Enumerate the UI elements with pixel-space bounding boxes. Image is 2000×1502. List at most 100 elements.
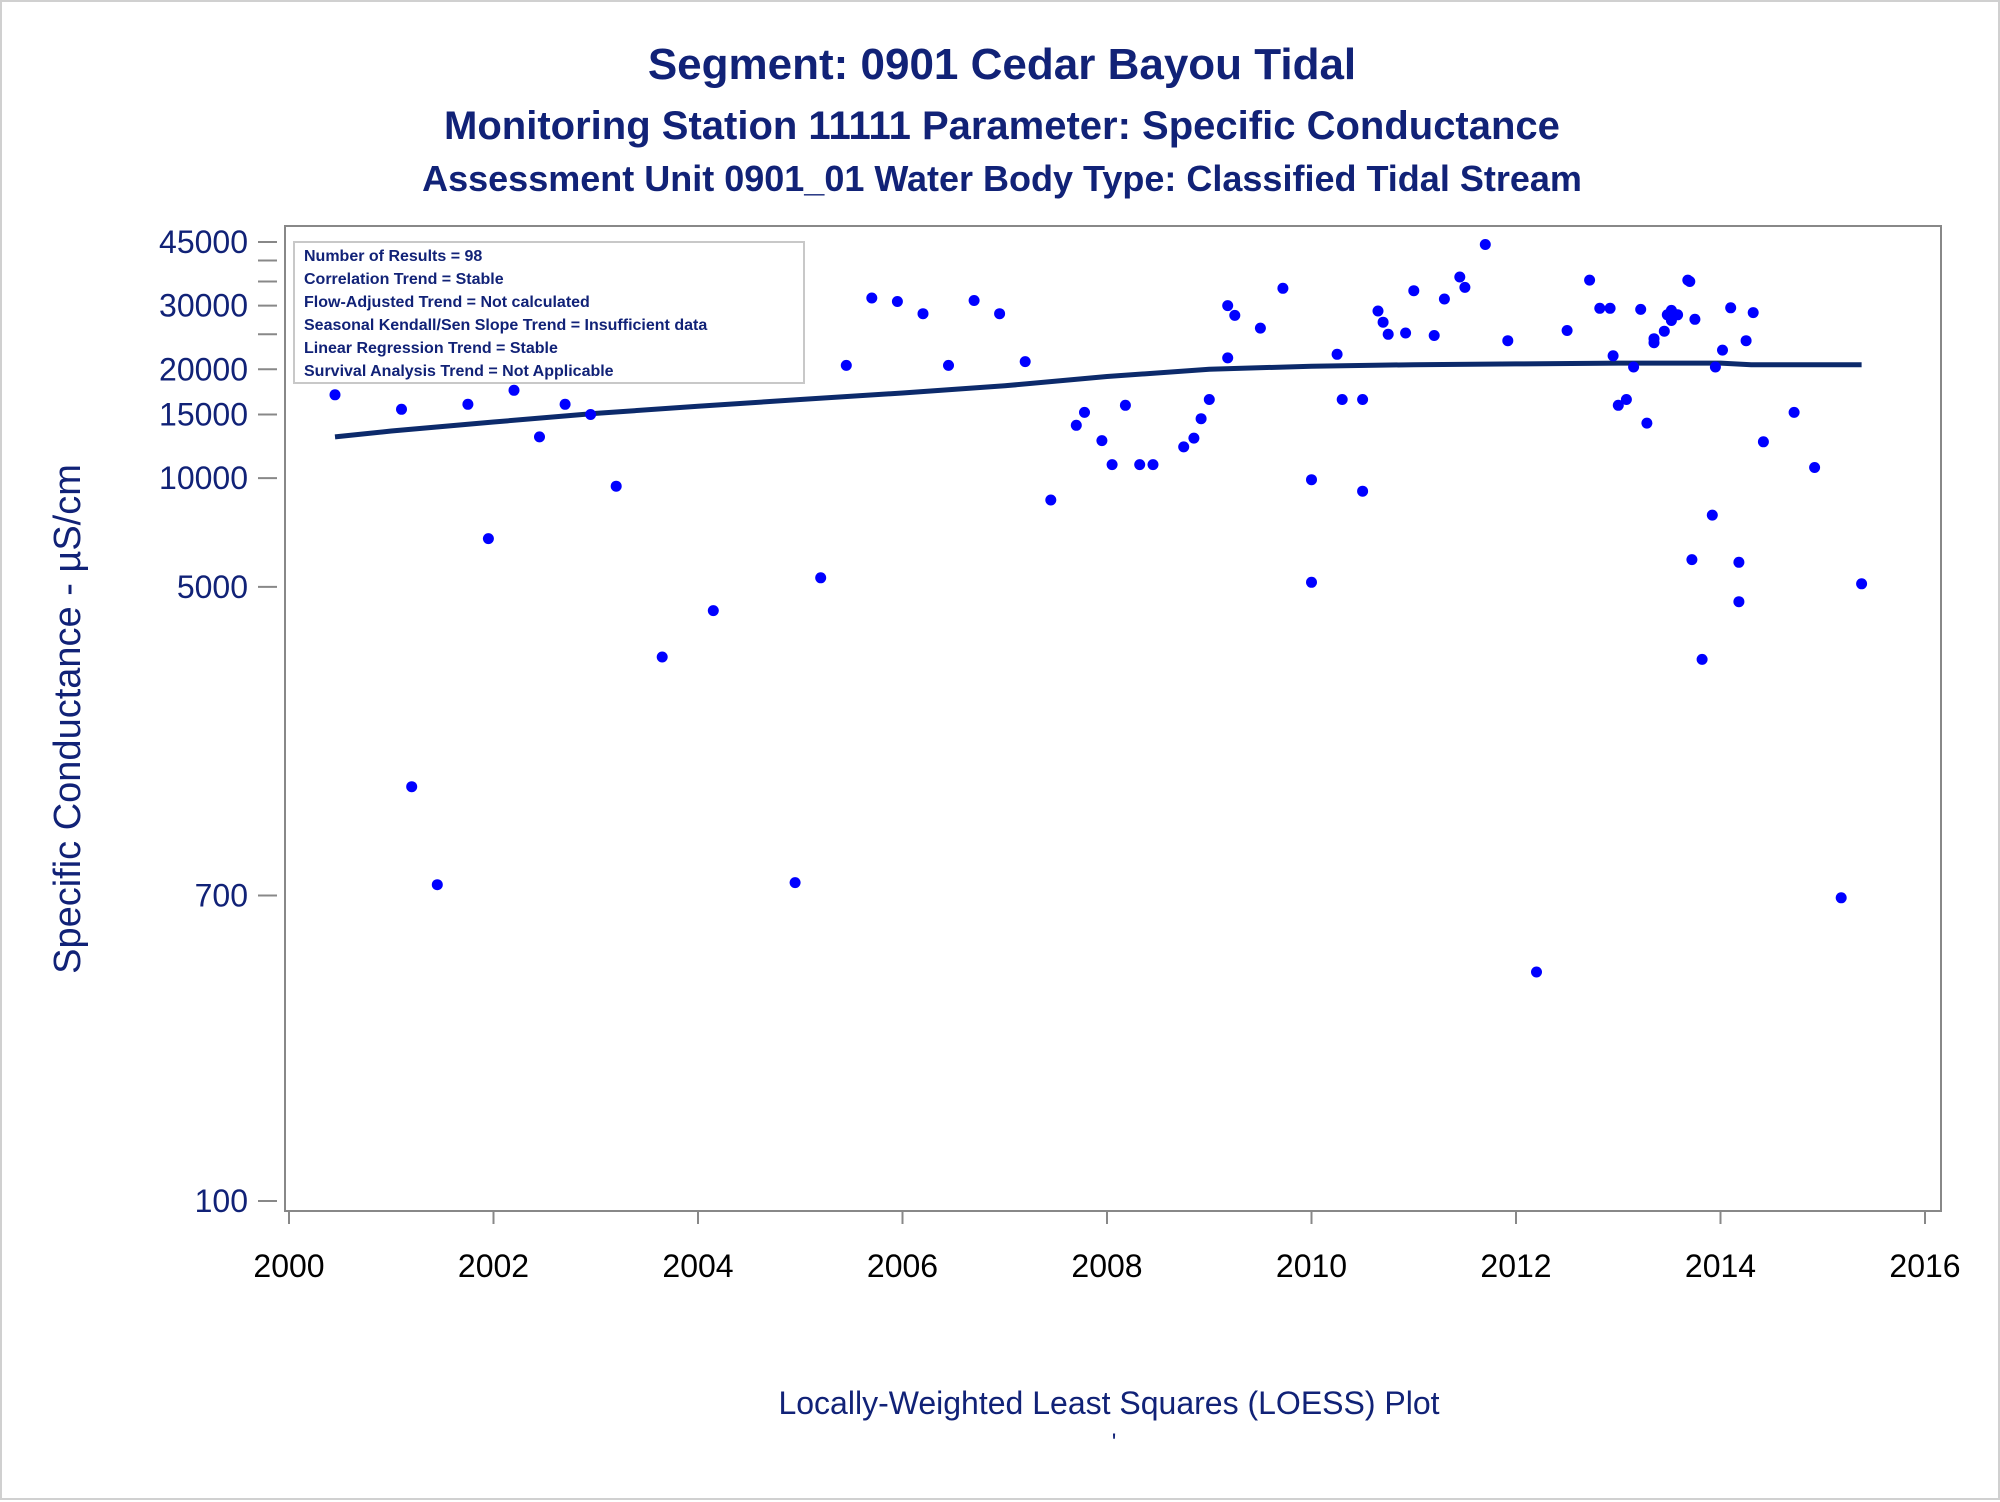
- data-point: [1357, 485, 1369, 497]
- data-point: [968, 295, 980, 306]
- data-point: [1604, 302, 1616, 314]
- data-point: [1195, 413, 1207, 425]
- x-axis: 2000 2002 2004 2006 2008 2010 2012 2014 2016: [253, 1211, 1961, 1284]
- data-point: [891, 296, 903, 307]
- x-tick-label: 2006: [867, 1248, 938, 1284]
- data-point: [1584, 274, 1596, 286]
- data-point: [1607, 350, 1619, 362]
- data-point: [1635, 303, 1647, 315]
- data-point: [534, 431, 545, 443]
- data-point: [1740, 335, 1752, 347]
- data-point: [1428, 330, 1440, 341]
- x-tick-label: 2008: [1071, 1248, 1142, 1284]
- loess-trend-line: [334, 360, 1862, 440]
- data-point: [585, 409, 597, 420]
- data-point: [431, 879, 443, 891]
- data-point: [508, 384, 520, 396]
- data-point: [1733, 596, 1745, 608]
- data-point: [943, 359, 954, 371]
- data-point: [656, 651, 668, 663]
- y-tick-label: 30000: [159, 288, 248, 324]
- data-point: [1400, 327, 1412, 339]
- data-point: [1438, 293, 1450, 305]
- data-point: [1561, 325, 1573, 336]
- data-point: [559, 398, 571, 410]
- data-point: [815, 572, 827, 584]
- x-tick-label: 2016: [1889, 1248, 1960, 1284]
- data-point: [1106, 459, 1118, 471]
- data-point: [1531, 966, 1542, 978]
- data-point: [462, 398, 474, 410]
- data-point: [1747, 307, 1759, 319]
- data-point: [1147, 459, 1159, 471]
- data-point: [994, 308, 1006, 320]
- chart-title: Segment: 0901 Cedar Bayou Tidal: [648, 40, 1356, 89]
- data-point: [1689, 313, 1701, 325]
- data-point: [1336, 394, 1348, 405]
- data-point: [1835, 892, 1847, 904]
- data-point: [1079, 406, 1090, 418]
- x-axis-label: Locally-Weighted Least Squares (LOESS) P…: [778, 1385, 1439, 1421]
- data-point: [1070, 419, 1082, 431]
- data-point: [406, 781, 418, 793]
- x-tick-label: 2004: [662, 1248, 733, 1284]
- y-axis: 100 700 5000 10000 15000 20000 30000 45000: [159, 224, 277, 1219]
- data-point: [1277, 282, 1289, 294]
- y-tick-label: 20000: [159, 351, 248, 387]
- data-point: [396, 403, 407, 415]
- data-point: [1628, 361, 1640, 373]
- data-point: [1672, 309, 1684, 321]
- data-point: [1045, 494, 1057, 506]
- data-point: [329, 389, 341, 401]
- data-point: [1788, 406, 1800, 418]
- y-tick-label: 45000: [159, 224, 248, 260]
- data-point: [1178, 441, 1190, 453]
- data-point: [1203, 394, 1215, 405]
- chart-subtitle-2: Assessment Unit 0901_01 Water Body Type:…: [422, 158, 1582, 199]
- data-point: [866, 292, 878, 304]
- data-point: [1641, 417, 1653, 429]
- data-point: [1594, 302, 1606, 314]
- data-point: [1696, 653, 1708, 665]
- data-point: [917, 308, 929, 320]
- x-tick-label: 2002: [458, 1248, 529, 1284]
- data-point: [1454, 271, 1466, 283]
- data-point: [707, 605, 719, 617]
- data-point: [1706, 509, 1718, 521]
- stats-line-correlation: Correlation Trend = Stable: [304, 271, 504, 288]
- y-tick-label: 10000: [159, 460, 248, 496]
- x-tick-label: 2010: [1276, 1248, 1347, 1284]
- stats-line-flow-adjusted: Flow-Adjusted Trend = Not calculated: [304, 294, 590, 311]
- data-point: [1306, 474, 1317, 486]
- loess-line-group: [334, 360, 1862, 440]
- stats-line-seasonal-kendall: Seasonal Kendall/Sen Slope Trend = Insuf…: [304, 317, 707, 334]
- data-point: [1809, 462, 1821, 473]
- data-point: [1134, 459, 1146, 471]
- y-tick-label: 700: [195, 878, 248, 914]
- chart-subtitle-1: Monitoring Station 11111 Parameter: Spec…: [444, 104, 1560, 148]
- data-point: [1019, 356, 1031, 368]
- data-point: [1119, 399, 1131, 411]
- data-point: [789, 877, 801, 889]
- data-point: [1372, 305, 1384, 317]
- data-point: [1331, 348, 1343, 360]
- data-point: [1377, 316, 1389, 328]
- data-point: [1856, 578, 1868, 590]
- data-point: [1479, 239, 1491, 250]
- data-point: [1408, 285, 1420, 297]
- data-point: [1684, 276, 1696, 287]
- stats-line-results: Number of Results = 98: [304, 248, 482, 265]
- data-point: [1229, 309, 1241, 321]
- y-tick-label: 5000: [177, 569, 248, 605]
- data-point: [1709, 361, 1721, 373]
- data-point: [1658, 325, 1670, 337]
- stats-line-survival: Survival Analysis Trend = Not Applicable: [304, 363, 614, 380]
- data-point: [1725, 302, 1737, 314]
- data-point: [1096, 435, 1108, 447]
- data-point: [1382, 328, 1394, 340]
- data-point: [1459, 281, 1471, 293]
- y-axis-label: Specific Conductance - µS/cm: [47, 464, 89, 974]
- y-tick-label: 100: [195, 1183, 248, 1219]
